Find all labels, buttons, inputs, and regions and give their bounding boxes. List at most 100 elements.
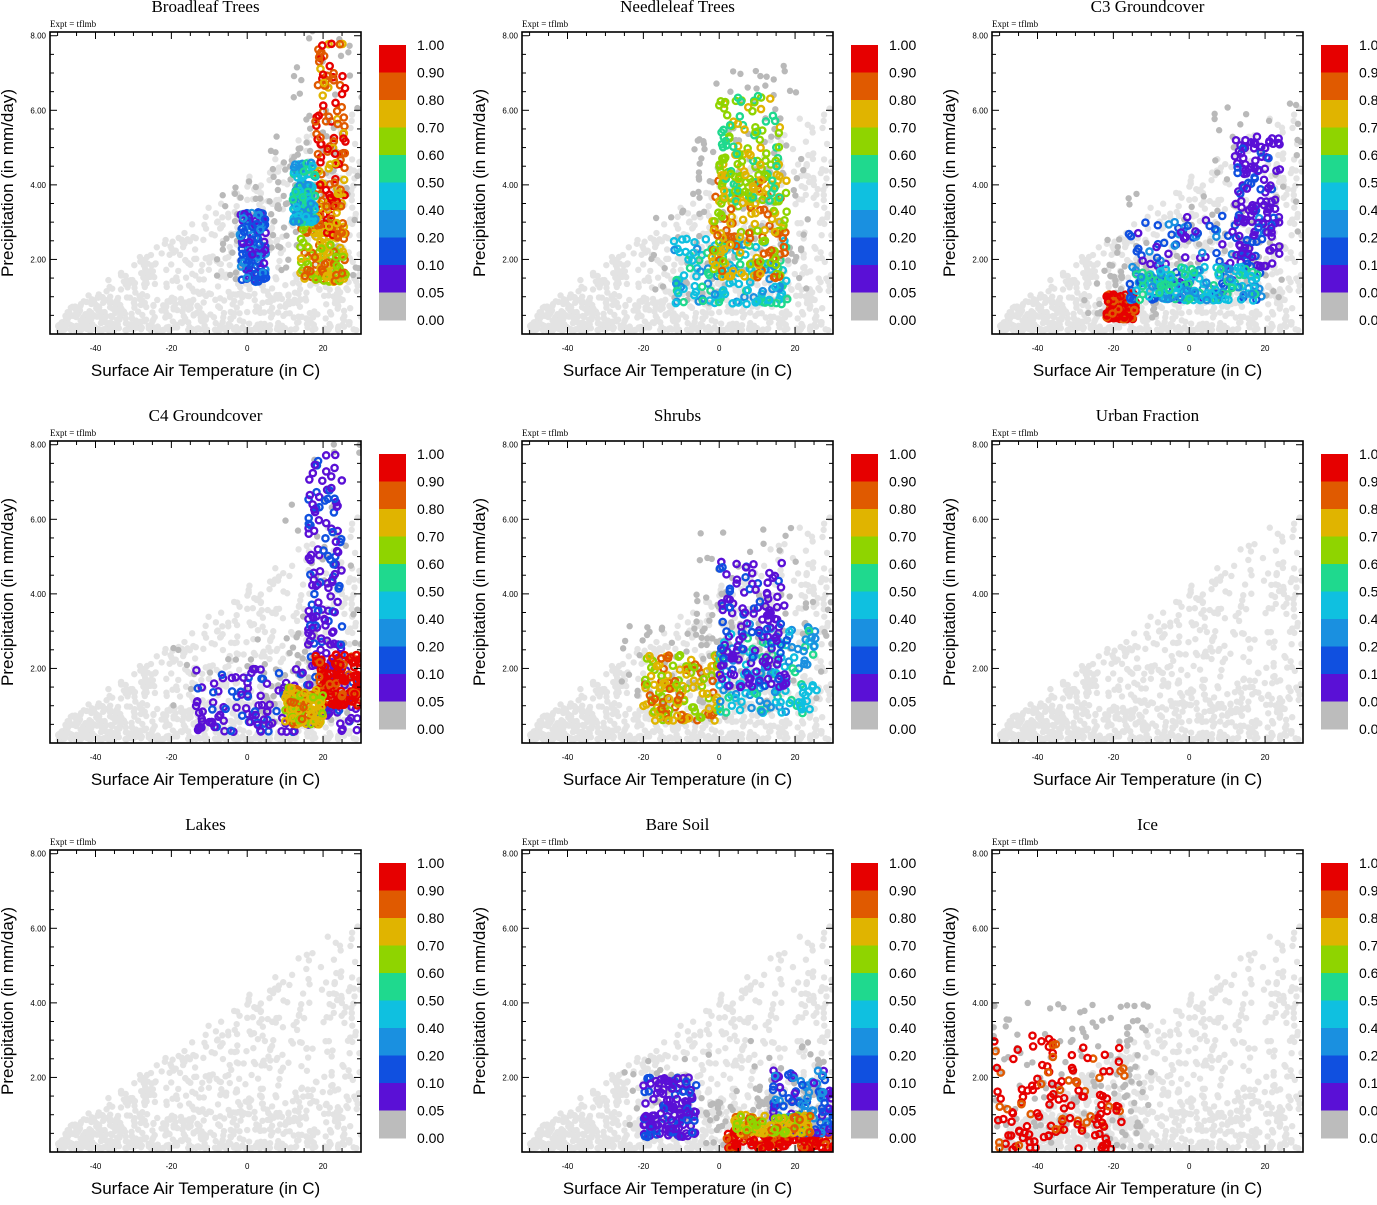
scatter-point xyxy=(670,268,676,274)
scatter-point xyxy=(1100,250,1106,256)
scatter-point xyxy=(1277,323,1283,329)
scatter-point xyxy=(213,210,219,216)
scatter-point xyxy=(1031,321,1037,327)
scatter-point xyxy=(1043,316,1049,322)
scatter-point xyxy=(66,310,72,316)
scatter-point xyxy=(792,258,798,264)
scatter-point xyxy=(611,324,617,330)
scatter-point xyxy=(614,266,620,272)
scatter-point xyxy=(763,73,769,79)
scatter-point xyxy=(1182,254,1188,260)
scatter-point xyxy=(1166,221,1172,227)
scatter-point xyxy=(323,301,329,307)
scatter-point xyxy=(713,80,719,86)
scatter-point xyxy=(143,316,149,322)
scatter-point xyxy=(194,325,200,331)
scatter-point xyxy=(1090,321,1096,327)
scatter-point xyxy=(1283,202,1289,208)
scatter-point xyxy=(1096,244,1102,250)
scatter-point xyxy=(298,77,304,83)
colorbar-swatch xyxy=(379,183,406,211)
scatter-point xyxy=(160,302,166,308)
scatter-point xyxy=(1112,282,1118,288)
scatter-point xyxy=(735,121,741,127)
scatter-points xyxy=(55,11,371,333)
scatter-point xyxy=(648,256,654,262)
scatter-point xyxy=(1124,257,1130,263)
scatter-point xyxy=(666,325,672,331)
scatter-point xyxy=(1269,260,1275,266)
scatter-point xyxy=(221,310,227,316)
scatter-point xyxy=(280,313,286,319)
scatter-point xyxy=(538,310,544,316)
scatter-point xyxy=(540,327,546,333)
scatter-point xyxy=(214,327,220,333)
colorbar-swatch xyxy=(379,238,406,266)
colorbar-swatch xyxy=(379,128,406,156)
scatter-point xyxy=(1069,294,1075,300)
scatter-point xyxy=(1222,313,1228,319)
scatter-point xyxy=(1276,251,1282,257)
scatter-point xyxy=(1131,221,1137,227)
scatter-point xyxy=(347,11,353,17)
scatter-point xyxy=(810,156,816,162)
y-tick-label: 2.00 xyxy=(502,255,518,264)
y-tick-label: 2.00 xyxy=(30,255,46,264)
scatter-point xyxy=(227,262,233,268)
scatter-point xyxy=(189,271,195,277)
scatter-point xyxy=(1269,271,1275,277)
scatter-point xyxy=(226,321,232,327)
scatter-point xyxy=(229,249,235,255)
scatter-point xyxy=(567,308,573,314)
scatter-point xyxy=(690,201,696,207)
scatter-point xyxy=(1283,191,1289,197)
scatter-point xyxy=(347,305,353,311)
scatter-point xyxy=(269,305,275,311)
scatter-point xyxy=(275,295,281,301)
scatter-point xyxy=(261,260,267,266)
scatter-point xyxy=(1174,253,1180,259)
scatter-point xyxy=(173,274,179,280)
scatter-point xyxy=(287,327,293,333)
scatter-point xyxy=(810,150,816,156)
scatter-point xyxy=(805,216,811,222)
scatter-point xyxy=(824,214,830,220)
scatter-point xyxy=(1243,111,1249,117)
scatter-point xyxy=(758,145,764,151)
scatter-points xyxy=(527,63,836,334)
scatter-point xyxy=(1175,203,1181,209)
colorbar-label: 0.50 xyxy=(417,175,444,191)
scatter-point xyxy=(242,327,248,333)
scatter-point xyxy=(798,326,804,332)
scatter-point xyxy=(265,292,271,298)
scatter-point xyxy=(1280,156,1286,162)
scatter-point xyxy=(821,221,827,227)
scatter-point xyxy=(315,151,321,157)
scatter-point xyxy=(791,187,797,193)
scatter-point xyxy=(1242,137,1248,143)
scatter-point xyxy=(706,190,712,196)
scatter-point xyxy=(327,63,333,69)
scatter-point xyxy=(1263,256,1269,262)
scatter-point xyxy=(314,311,320,317)
scatter-point xyxy=(128,311,134,317)
scatter-point xyxy=(1234,170,1240,176)
scatter-point xyxy=(611,297,617,303)
scatter-point xyxy=(1222,161,1228,167)
scatter-point xyxy=(277,327,283,333)
x-tick-label: 0 xyxy=(717,344,722,353)
scatter-point xyxy=(1114,250,1120,256)
scatter-point xyxy=(185,306,191,312)
scatter-point xyxy=(1186,309,1192,315)
scatter-point xyxy=(679,209,685,215)
scatter-point xyxy=(1051,285,1057,291)
scatter-point xyxy=(1002,325,1008,331)
scatter-point xyxy=(164,284,170,290)
scatter-point xyxy=(779,310,785,316)
scatter-point xyxy=(754,228,760,234)
scatter-point xyxy=(1237,319,1243,325)
scatter-point xyxy=(350,182,356,188)
scatter-point xyxy=(271,218,277,224)
